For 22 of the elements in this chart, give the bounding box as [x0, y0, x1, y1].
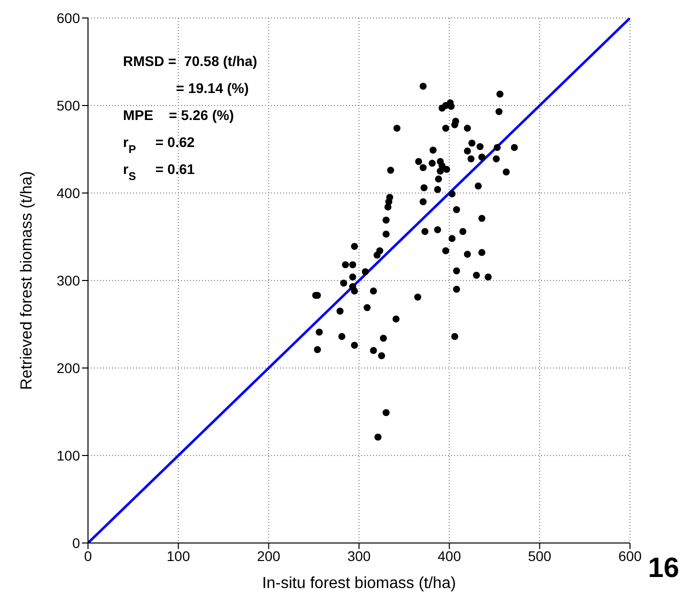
x-tick-label: 0 — [84, 548, 92, 564]
x-tick-label: 500 — [528, 548, 552, 564]
y-tick-label: 500 — [56, 97, 80, 114]
x-tick-label: 400 — [438, 548, 462, 564]
y-tick-label: 600 — [56, 10, 80, 26]
text: r$_{P}$ = 0.62 — [123, 134, 195, 156]
y-axis-title: Retrieved forest biomass (t/ha) — [18, 171, 36, 390]
y-tick-label: 200 — [56, 360, 80, 376]
x-tick-label: 200 — [256, 548, 281, 564]
x-axis-title: In-situ forest biomass (t/ha) — [262, 575, 456, 592]
y-tick-label: 300 — [56, 272, 80, 288]
text: 16 — [648, 552, 680, 583]
annotation: = 19.14 (%) — [176, 80, 249, 96]
y-tick-label: 400 — [56, 184, 80, 201]
text: r$_{S}$ = 0.61 — [123, 161, 195, 183]
annotation: MPE = 5.26 (%) — [123, 107, 234, 123]
y-tick-label: 100 — [56, 447, 80, 464]
x-tick-label: 600 — [618, 548, 642, 564]
x-tick-label: 100 — [166, 548, 190, 564]
x-tick-label: 300 — [347, 548, 371, 564]
y-tick-label: 0 — [72, 534, 80, 551]
annotation: RMSD = 70.58 (t/ha) — [123, 53, 258, 69]
